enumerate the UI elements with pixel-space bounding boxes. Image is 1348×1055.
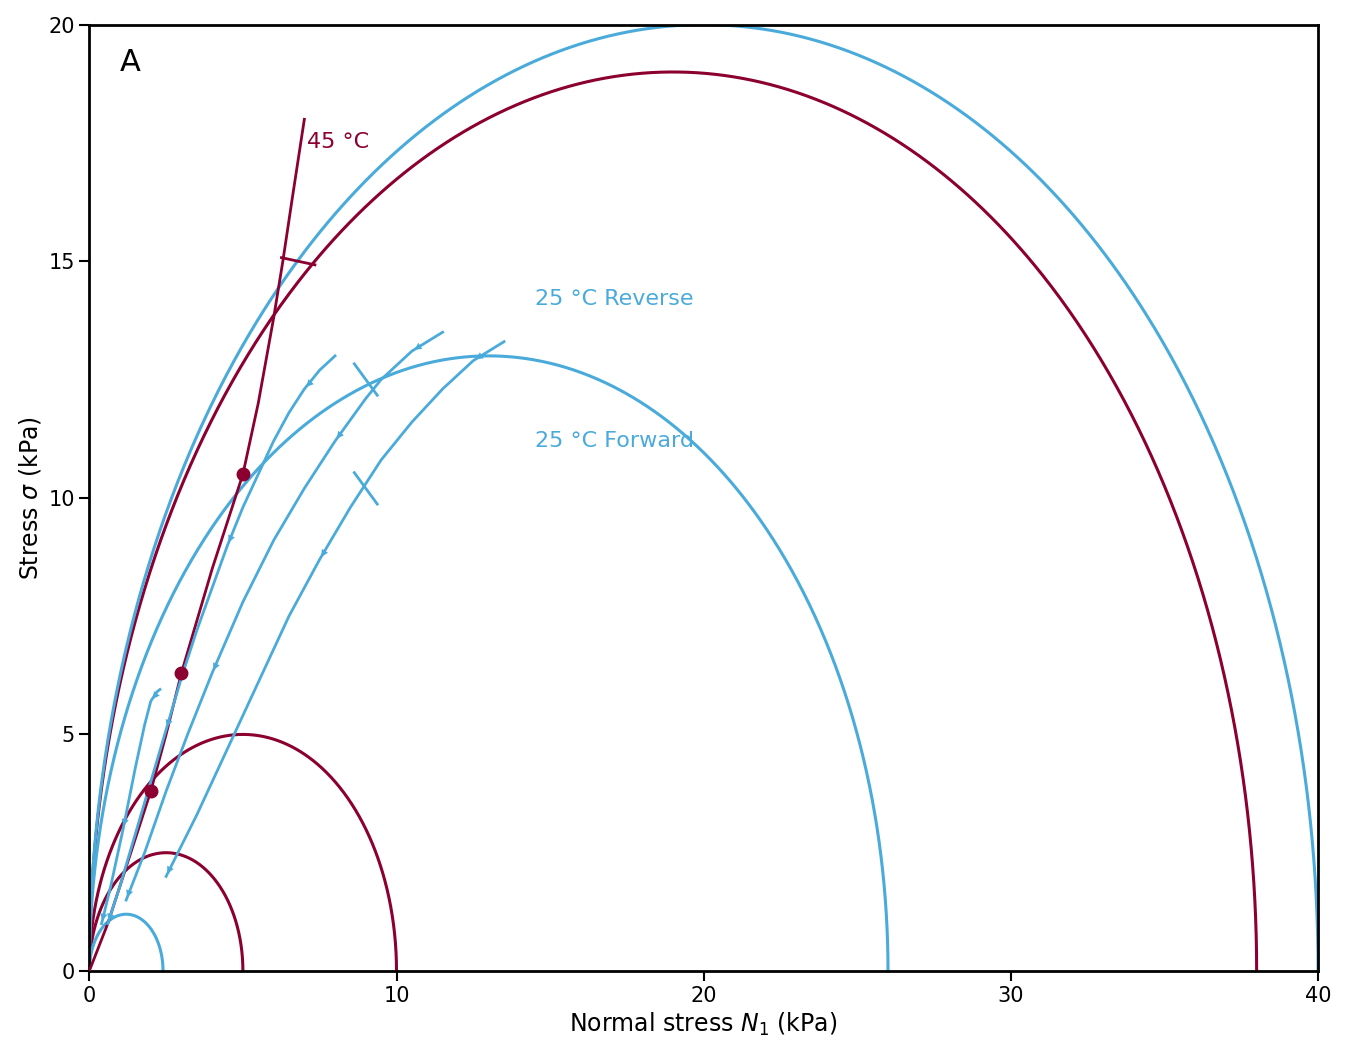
Text: 25 °C Forward: 25 °C Forward (535, 430, 694, 450)
Text: A: A (120, 49, 142, 77)
Text: 45 °C: 45 °C (307, 133, 369, 152)
Y-axis label: Stress $\sigma$ (kPa): Stress $\sigma$ (kPa) (16, 416, 43, 580)
Text: 25 °C Reverse: 25 °C Reverse (535, 289, 693, 308)
X-axis label: Normal stress $N_1$ (kPa): Normal stress $N_1$ (kPa) (569, 1011, 838, 1038)
